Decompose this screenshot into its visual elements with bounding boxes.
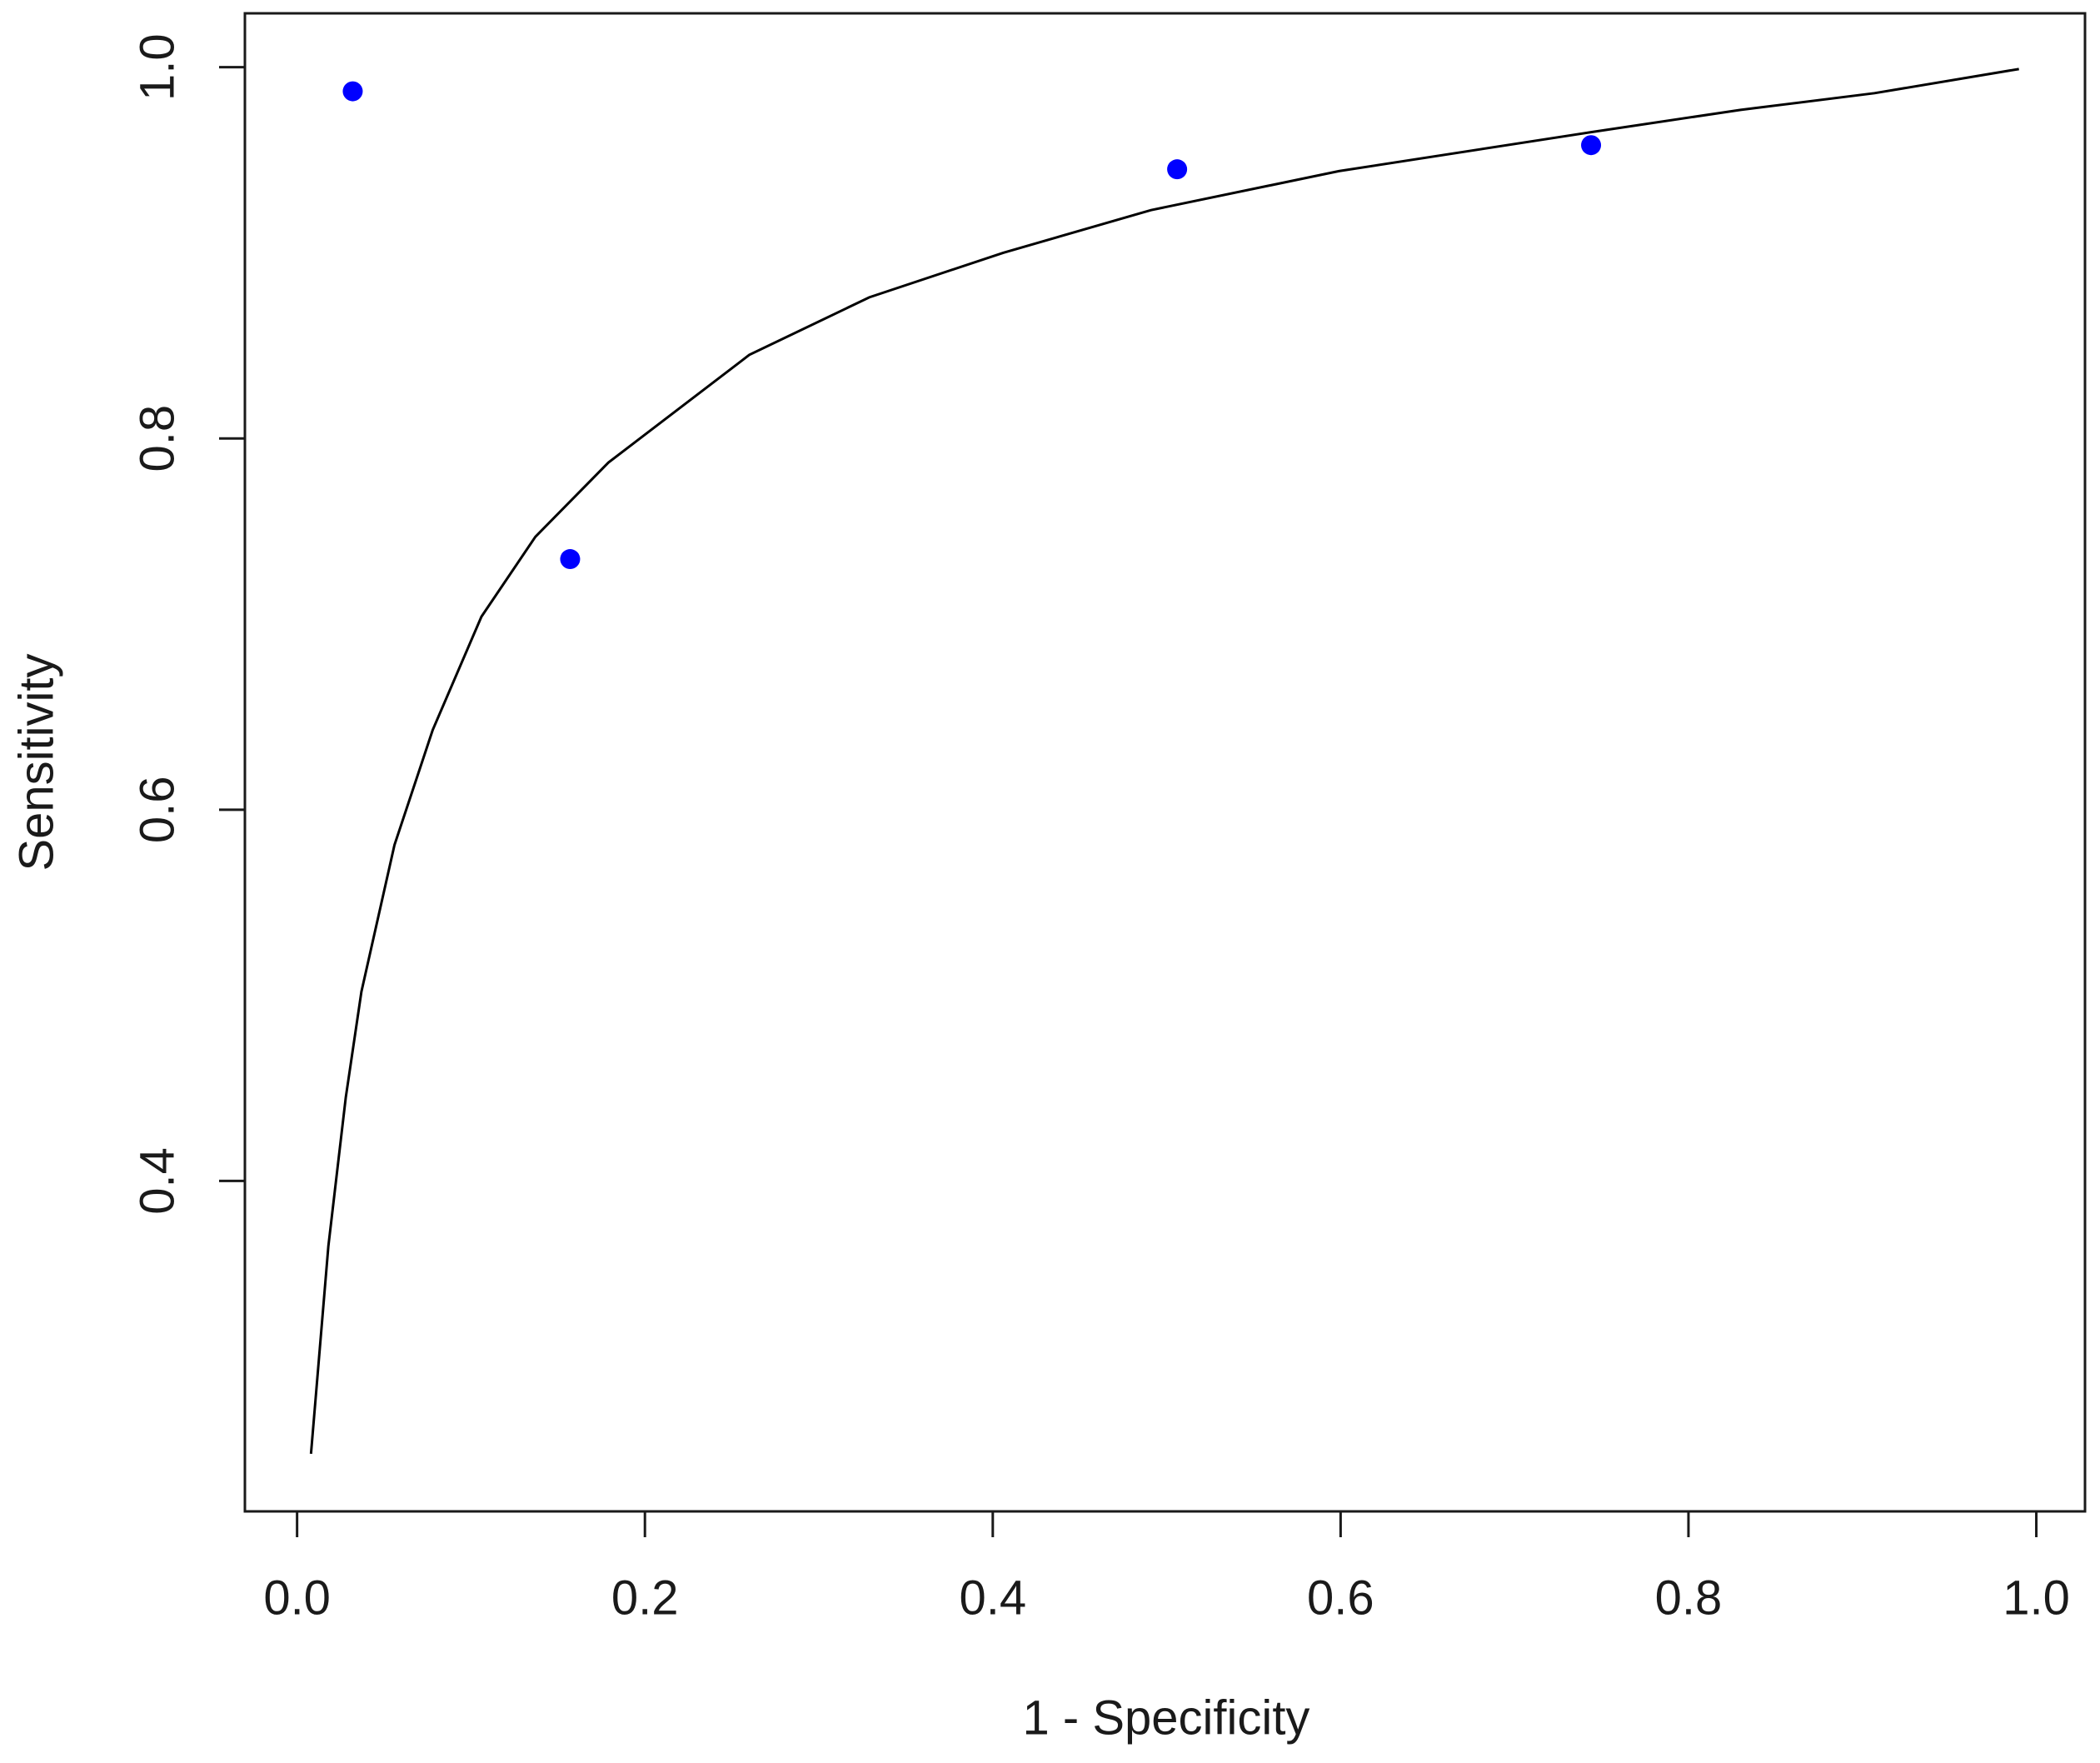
y-axis-label: Sensitivity [9, 653, 63, 871]
point [560, 549, 581, 570]
plot-frame [243, 12, 2087, 1513]
y-tick-label: 1.0 [130, 33, 184, 101]
point [1581, 135, 1602, 156]
x-tick-label: 0.4 [959, 1571, 1026, 1625]
x-axis-label: 1 - Specificity [1023, 1691, 1310, 1745]
x-tick-label: 0.6 [1307, 1571, 1374, 1625]
x-tick-label: 0.8 [1655, 1571, 1723, 1625]
x-tick-label: 0.0 [263, 1571, 331, 1625]
point [342, 81, 363, 102]
y-tick-label: 0.6 [130, 776, 184, 843]
point [1167, 159, 1188, 180]
x-tick-label: 1.0 [2003, 1571, 2070, 1625]
x-tick-label: 0.2 [611, 1571, 679, 1625]
curve [309, 67, 2019, 1455]
y-tick-label: 0.4 [130, 1147, 184, 1215]
y-tick-label: 0.8 [130, 405, 184, 472]
